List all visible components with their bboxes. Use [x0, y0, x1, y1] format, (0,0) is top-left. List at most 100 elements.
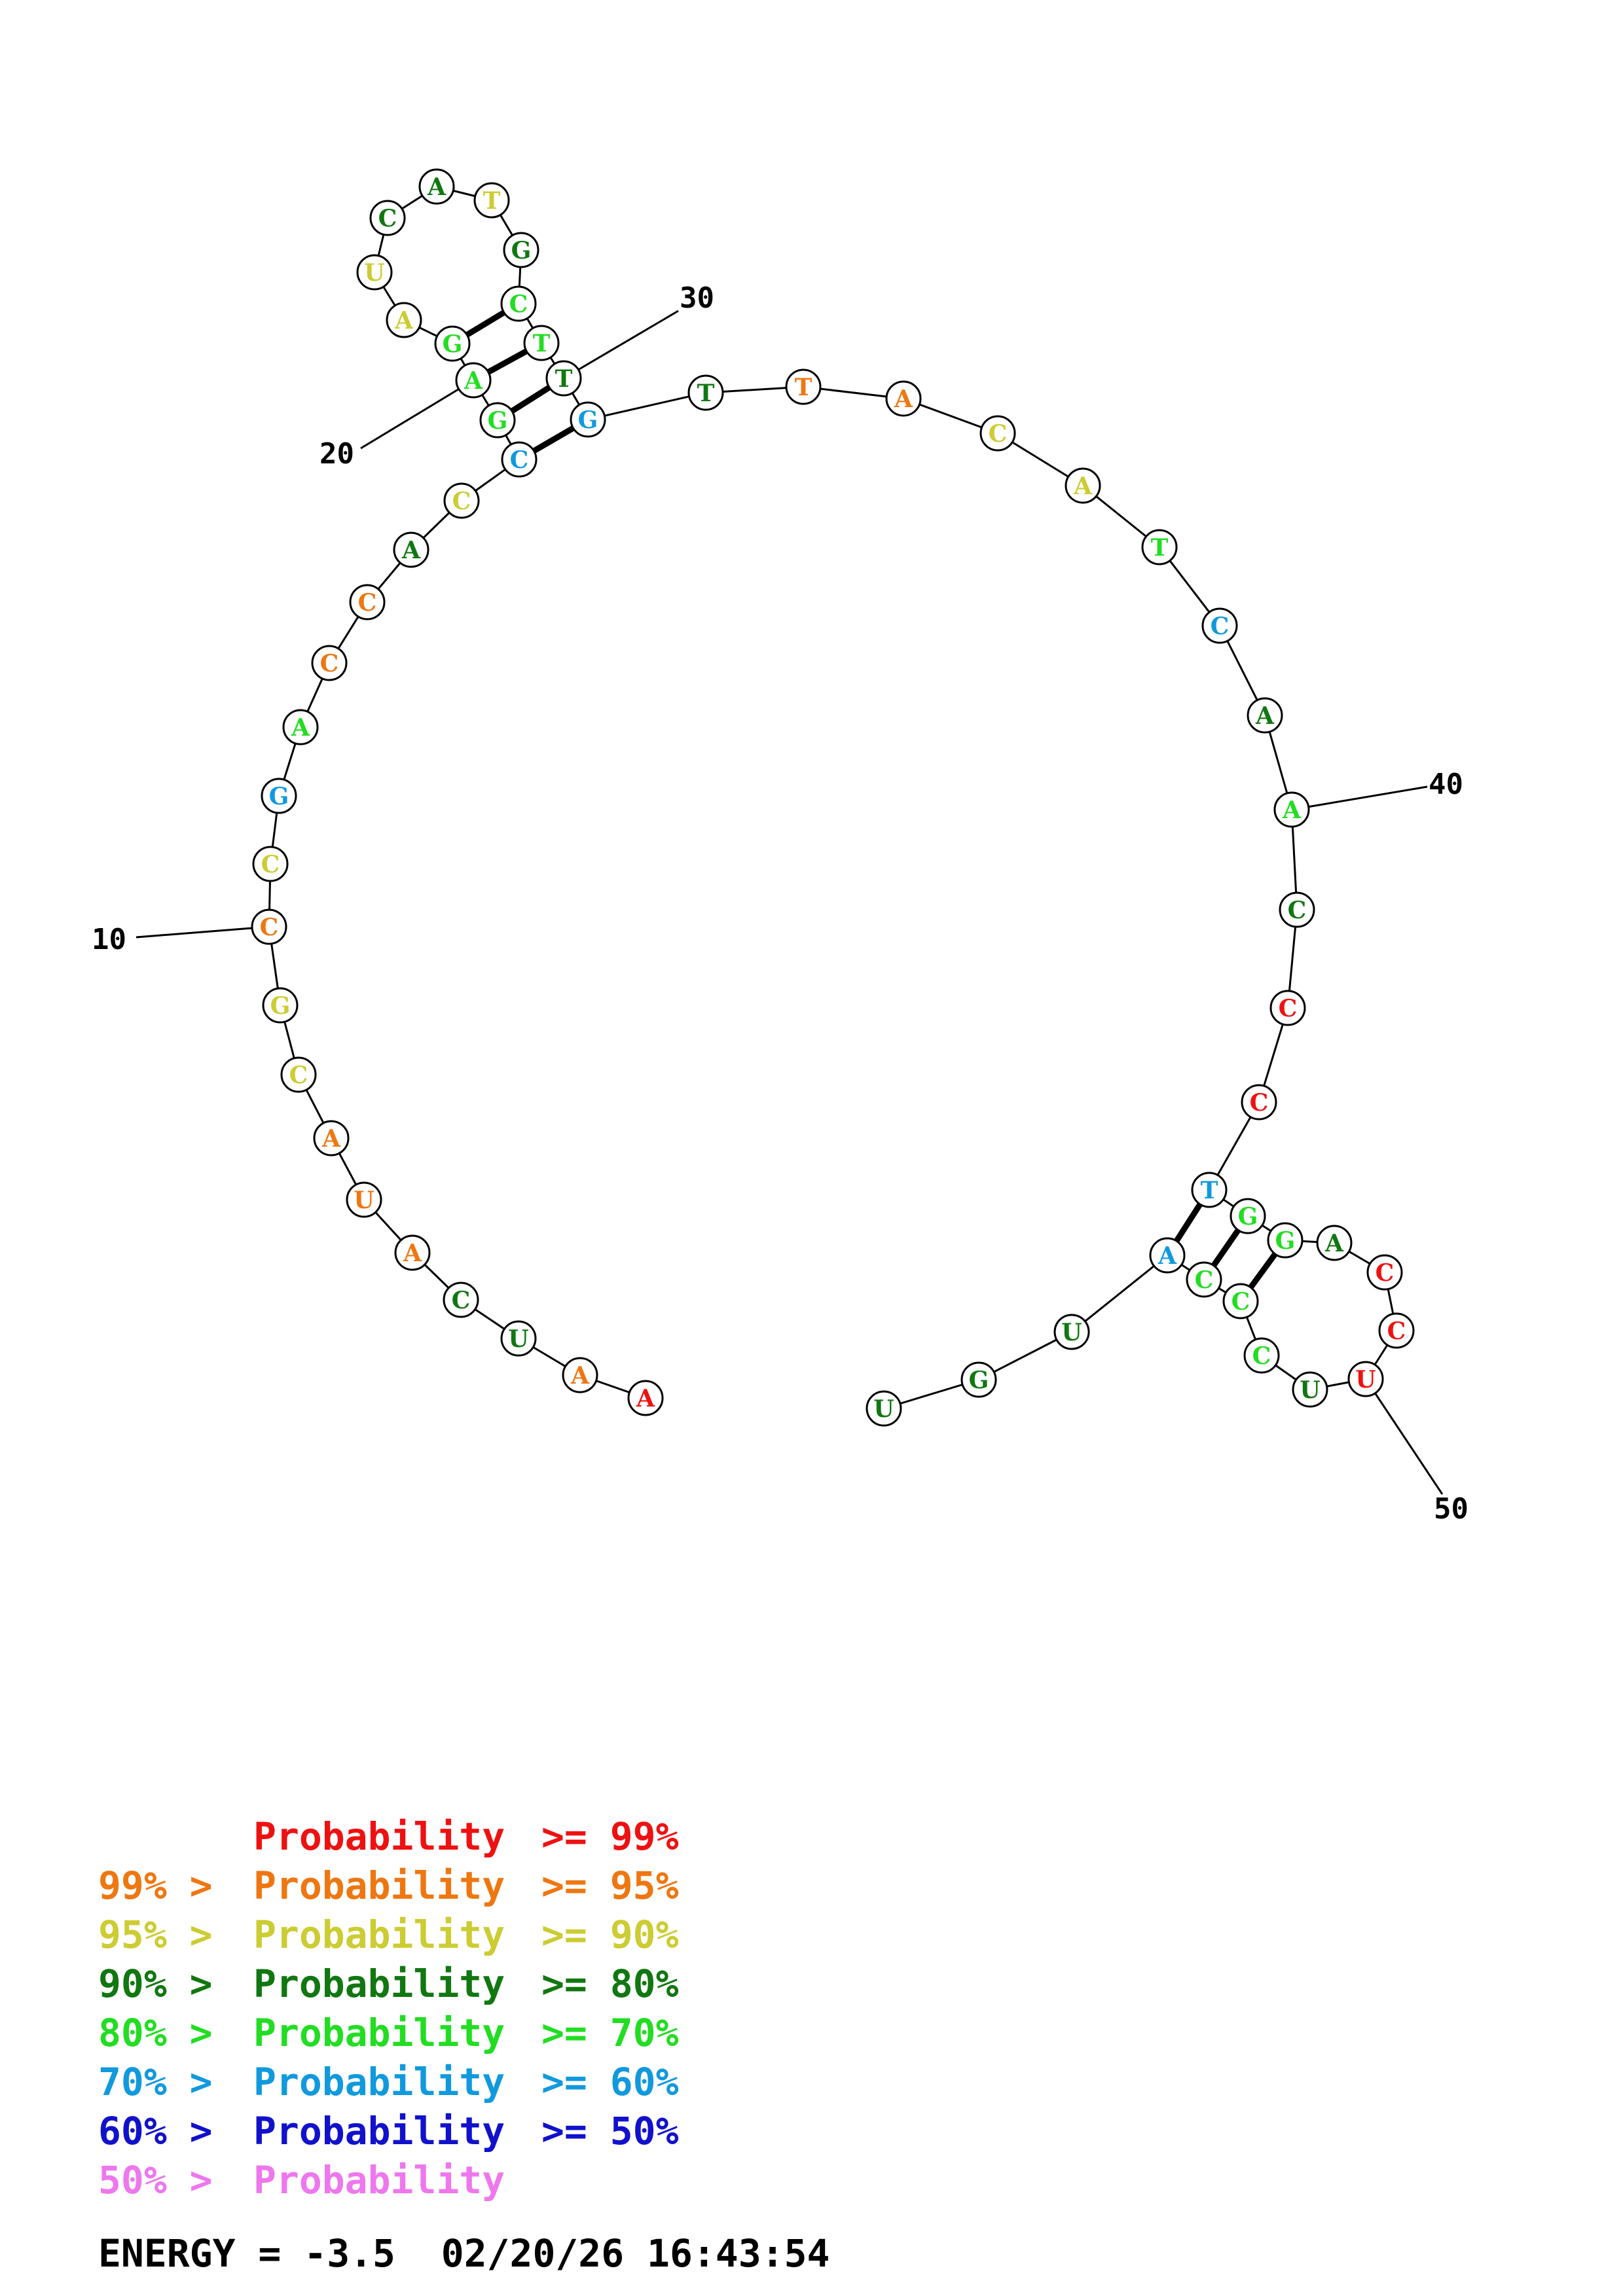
nucleotide-circle [1243, 1337, 1280, 1374]
legend-threshold: >= 99% [541, 1814, 679, 1859]
nucleotide: A [1247, 697, 1283, 734]
nucleotide-circle [545, 360, 582, 397]
nucleotide: C [1241, 1084, 1277, 1121]
nucleotide: C [1269, 990, 1306, 1026]
nucleotide: G [503, 232, 539, 268]
nucleotide-circle [262, 987, 299, 1024]
nucleotide: A [394, 1234, 431, 1271]
base-pair-bond [1248, 1252, 1278, 1289]
nucleotide-letter: A [894, 386, 913, 413]
nucleotide-letter: A [570, 1362, 590, 1390]
nucleotide-circle [1269, 990, 1306, 1026]
nucleotide: U [356, 254, 393, 291]
nucleotide-circle [473, 182, 510, 219]
nucleotide-circle [866, 1390, 902, 1427]
nucleotide-letter: U [1300, 1376, 1320, 1404]
legend-threshold: >= 90% [541, 1912, 679, 1957]
nucleotide-letter: C [289, 1062, 308, 1089]
nucleotide: C [311, 645, 348, 681]
legend-label: Probability [253, 2060, 505, 2104]
nucleotide: C [280, 1056, 317, 1093]
nucleotide-letter: A [321, 1125, 341, 1153]
nucleotide-letter: U [508, 1325, 528, 1353]
nucleotide-circle [562, 1357, 598, 1393]
nucleotide: C [1243, 1337, 1280, 1374]
legend-prefix: 70% > [98, 2060, 213, 2104]
nucleotide-circle [1347, 1361, 1384, 1397]
nucleotide: C [443, 1282, 479, 1318]
nucleotide-letter: A [291, 714, 310, 742]
nucleotide-circle [1273, 791, 1310, 828]
nucleotide-letter: U [1355, 1366, 1376, 1393]
nucleotide: A [885, 380, 922, 417]
nucleotide-circle [1247, 697, 1283, 734]
nucleotide: G [1267, 1222, 1304, 1259]
nucleotide: C [349, 584, 386, 620]
nucleotide: C [979, 415, 1016, 452]
nucleotide-letter: A [427, 173, 447, 201]
nucleotide-circle [503, 232, 539, 268]
position-40-tick [1291, 785, 1428, 811]
nucleotide-letter: G [488, 407, 508, 435]
nucleotide-letter: G [269, 783, 289, 810]
legend-threshold: >= 50% [541, 2109, 679, 2153]
nucleotide: A [562, 1357, 598, 1393]
nucleotide-circle [455, 362, 492, 399]
nucleotide-letter: C [452, 488, 471, 515]
nucleotide-circle [1191, 1172, 1228, 1208]
nucleotide: U [1053, 1314, 1090, 1350]
nucleotide: C [369, 200, 406, 236]
position-50-label: 50 [1434, 1492, 1468, 1526]
nucleotide: G [1230, 1198, 1266, 1234]
nucleotide-letter: G [969, 1367, 989, 1394]
nucleotide-circle [280, 1056, 317, 1093]
position-40-label: 40 [1429, 768, 1463, 801]
nucleotide-circle [1149, 1237, 1186, 1274]
base-pair-bond [1211, 1228, 1241, 1268]
nucleotide-letter: C [358, 589, 377, 617]
base-pair-bond [1174, 1202, 1203, 1243]
nucleotide-circle [282, 709, 319, 745]
nucleotide-letter: A [464, 367, 483, 395]
nucleotide-letter: T [795, 374, 812, 401]
nucleotide-circle [1267, 1222, 1304, 1259]
nucleotide-letter: G [1275, 1227, 1296, 1255]
position-30-label: 30 [680, 281, 714, 315]
nucleotide-letter: U [1061, 1319, 1082, 1346]
nucleotide: C [1366, 1254, 1403, 1291]
nucleotide-letter: C [378, 205, 397, 232]
nucleotide: U [1347, 1361, 1384, 1397]
nucleotide: C [1186, 1261, 1222, 1298]
nucleotide-letter: T [555, 365, 573, 393]
nucleotide: G [434, 325, 471, 362]
nucleotide: C [501, 441, 538, 478]
nucleotide-circle [313, 1120, 350, 1157]
nucleotide-letter: A [1073, 473, 1093, 500]
nucleotide: C [1378, 1312, 1415, 1349]
nucleotide: U [1292, 1371, 1328, 1408]
nucleotide-letter: A [394, 307, 414, 334]
base-pair-bond [510, 385, 551, 414]
nucleotide-circle [1292, 1371, 1328, 1408]
position-30-tick [563, 310, 679, 380]
nucleotide-letter: C [1231, 1288, 1250, 1316]
nucleotide-circle [1316, 1225, 1353, 1261]
nucleotide: T [785, 368, 822, 405]
nucleotide-circle [627, 1380, 664, 1416]
nucleotide-letter: T [1151, 534, 1169, 562]
nucleotide: T [545, 360, 582, 397]
nucleotide-circle [1378, 1312, 1415, 1349]
nucleotide: A [1149, 1237, 1186, 1274]
nucleotide-letter: U [873, 1395, 894, 1423]
nucleotide-circle [356, 254, 393, 291]
nucleotide-circle [261, 778, 297, 814]
nucleotide-circle [960, 1361, 997, 1398]
nucleotide-letter: C [1252, 1342, 1271, 1370]
position-10-tick [136, 925, 270, 939]
nucleotide-letter: C [989, 420, 1008, 448]
nucleotide-letter: C [1288, 897, 1307, 924]
nucleotide-circle [500, 285, 537, 322]
nucleotide-letter: G [511, 237, 532, 264]
legend-label: Probability [253, 2109, 505, 2153]
